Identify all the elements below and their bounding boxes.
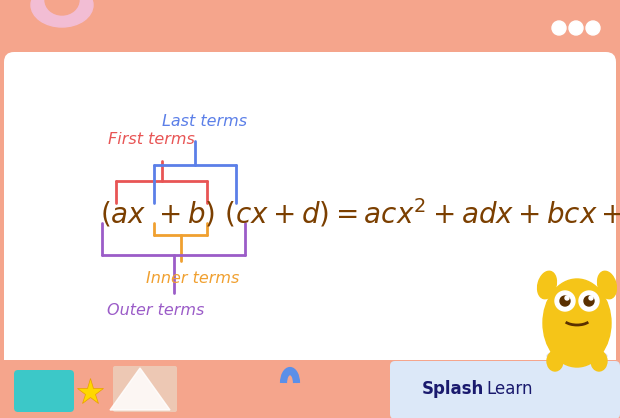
Circle shape: [579, 291, 599, 311]
Circle shape: [552, 21, 566, 35]
Circle shape: [586, 21, 600, 35]
Text: Last terms: Last terms: [162, 114, 247, 129]
Ellipse shape: [45, 0, 79, 15]
Ellipse shape: [598, 271, 616, 299]
Text: Inner terms: Inner terms: [146, 271, 239, 286]
FancyBboxPatch shape: [0, 360, 620, 418]
Circle shape: [560, 296, 570, 306]
Ellipse shape: [547, 351, 563, 371]
Text: Learn: Learn: [486, 380, 533, 398]
Text: $(ax\ +b)\ (cx+d)=acx^2+adx+bcx+bd$: $(ax\ +b)\ (cx+d)=acx^2+adx+bcx+bd$: [100, 196, 620, 229]
Circle shape: [555, 291, 575, 311]
Text: First terms: First terms: [108, 132, 195, 147]
Ellipse shape: [538, 271, 556, 299]
Ellipse shape: [543, 279, 611, 367]
Ellipse shape: [591, 351, 607, 371]
Circle shape: [589, 296, 593, 300]
Ellipse shape: [547, 350, 607, 362]
Circle shape: [584, 296, 594, 306]
FancyBboxPatch shape: [4, 52, 616, 370]
FancyBboxPatch shape: [14, 370, 74, 412]
Polygon shape: [110, 368, 170, 410]
FancyBboxPatch shape: [390, 361, 620, 418]
Text: Splash: Splash: [422, 380, 484, 398]
Text: Outer terms: Outer terms: [107, 303, 205, 318]
Circle shape: [565, 296, 569, 300]
FancyBboxPatch shape: [113, 366, 177, 412]
Circle shape: [569, 21, 583, 35]
Ellipse shape: [31, 0, 93, 27]
